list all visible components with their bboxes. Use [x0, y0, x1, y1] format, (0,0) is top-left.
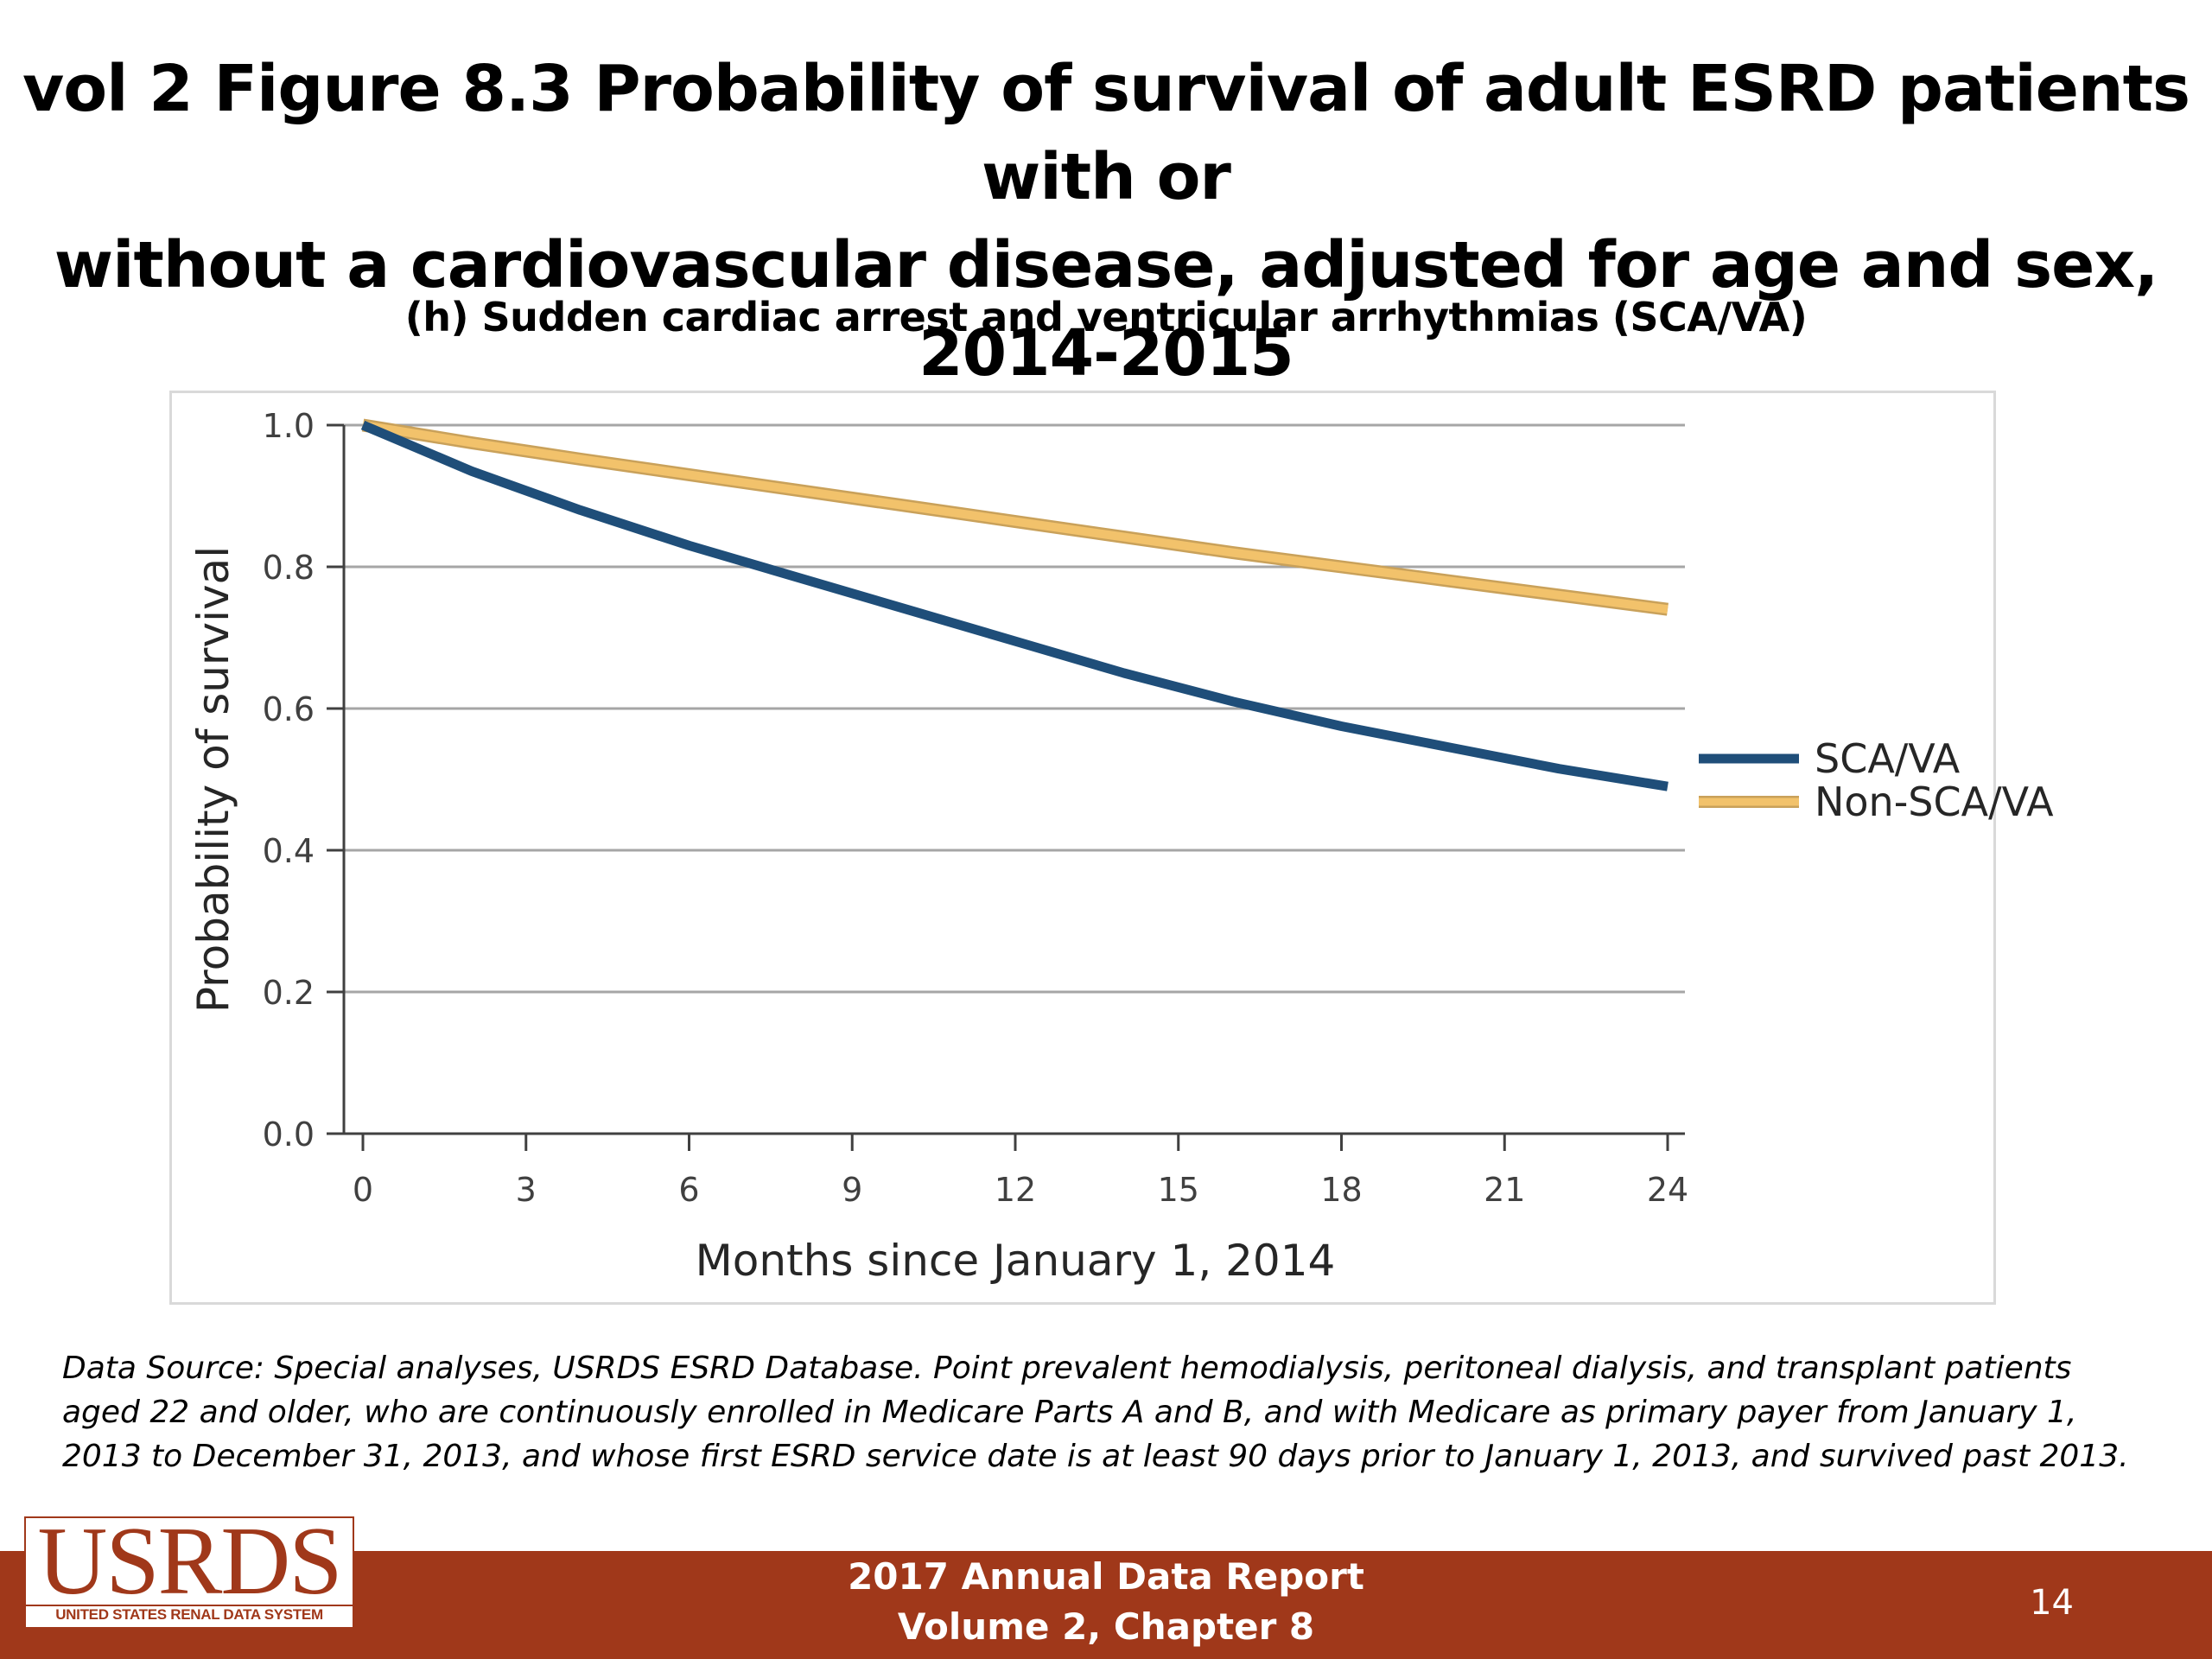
footer-bar [0, 1551, 2212, 1659]
series-line-non-sca-va [362, 421, 1669, 614]
y-tick-label: 0.2 [263, 974, 315, 1012]
y-tick-label: 0.0 [263, 1116, 315, 1154]
x-tick-label: 6 [678, 1171, 699, 1209]
x-axis-title: Months since January 1, 2014 [696, 1236, 1336, 1286]
data-source-footnote: Data Source: Special analyses, USRDS ESR… [62, 1351, 2129, 1474]
legend-label: SCA/VA [1815, 735, 1961, 782]
chart-frame [169, 391, 1996, 1305]
y-tick-label: 1.0 [263, 407, 315, 445]
x-tick-label: 9 [842, 1171, 862, 1209]
y-tick-label: 0.6 [263, 690, 315, 728]
x-tick-label: 18 [1320, 1171, 1362, 1209]
slide-title-line-2: without a cardiovascular disease, adjust… [54, 228, 2158, 391]
slide-title: vol 2 Figure 8.3 Probability of survival… [0, 45, 2212, 397]
x-tick-label: 21 [1484, 1171, 1525, 1209]
chart-title: (h) Sudden cardiac arrest and ventricula… [404, 294, 1808, 340]
footer-volume-chapter: Volume 2, Chapter 8 [897, 1605, 1315, 1648]
y-tick-label: 0.4 [263, 832, 315, 870]
x-tick-label: 12 [995, 1171, 1036, 1209]
logo-tagline: UNITED STATES RENAL DATA SYSTEM [26, 1605, 353, 1624]
x-tick-label: 24 [1647, 1171, 1688, 1209]
y-tick-label: 0.8 [263, 549, 315, 587]
legend-label: Non-SCA/VA [1815, 779, 2054, 825]
x-tick-label: 3 [516, 1171, 537, 1209]
series-line-sca-va [360, 420, 1669, 791]
x-tick-label: 15 [1158, 1171, 1199, 1209]
slide-title-line-1: vol 2 Figure 8.3 Probability of survival… [22, 52, 2190, 214]
x-tick-label: 0 [353, 1171, 373, 1209]
y-axis-title: Probability of survival [188, 546, 238, 1013]
usrds-logo: USRDS UNITED STATES RENAL DATA SYSTEM [24, 1508, 354, 1629]
page-number: 14 [2030, 1583, 2074, 1623]
footer-report-title: 2017 Annual Data Report [848, 1555, 1364, 1598]
logo-wordmark: USRDS [37, 1508, 342, 1615]
